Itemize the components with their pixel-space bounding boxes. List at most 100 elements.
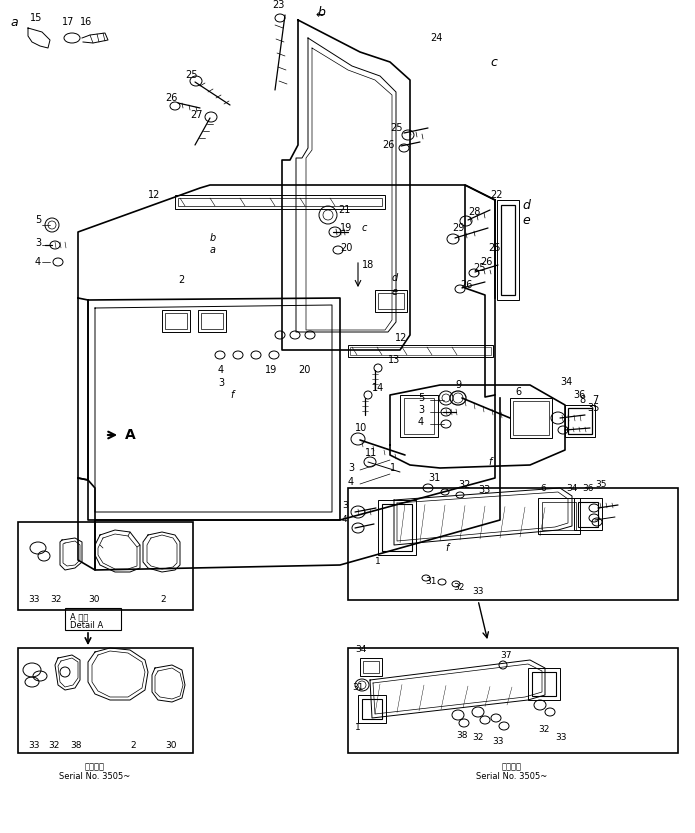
Text: 通用号標
Serial No. 3505~: 通用号標 Serial No. 3505~ (476, 762, 548, 781)
Text: 31: 31 (425, 577, 436, 586)
Bar (362, 699, 382, 719)
Text: 26: 26 (165, 93, 177, 103)
Text: 3: 3 (218, 378, 224, 388)
Text: f: f (445, 543, 448, 553)
Text: 2: 2 (160, 596, 165, 605)
Bar (348, 488, 678, 600)
Text: 6: 6 (540, 483, 546, 492)
Text: 4: 4 (418, 417, 424, 427)
Text: 34: 34 (355, 646, 366, 655)
Bar (378, 500, 416, 555)
Text: 27: 27 (190, 110, 202, 120)
Text: 23: 23 (272, 0, 284, 10)
Text: 30: 30 (88, 596, 99, 605)
Text: 33: 33 (478, 485, 490, 495)
Text: 16: 16 (80, 17, 92, 27)
Bar (162, 310, 190, 332)
Bar (165, 313, 187, 329)
Text: 19: 19 (265, 365, 277, 375)
Text: 3: 3 (418, 405, 424, 415)
Text: 26: 26 (382, 140, 394, 150)
Text: 25: 25 (488, 243, 500, 253)
Text: 15: 15 (30, 13, 42, 23)
Bar (348, 648, 678, 753)
Text: f: f (230, 390, 234, 400)
Text: 28: 28 (468, 207, 480, 217)
Text: 38: 38 (456, 731, 468, 740)
Bar (542, 502, 576, 530)
Bar (198, 310, 226, 332)
Bar (350, 347, 491, 355)
Text: A 詳図: A 詳図 (70, 612, 88, 621)
Text: 36: 36 (582, 483, 594, 492)
Text: 1: 1 (375, 557, 381, 566)
Bar (400, 395, 438, 437)
Text: 26: 26 (460, 280, 473, 290)
Text: f: f (488, 457, 491, 467)
Bar (568, 408, 592, 434)
Bar (363, 661, 379, 673)
Bar (65, 608, 121, 630)
Bar (358, 695, 386, 723)
Bar (497, 200, 519, 300)
Bar (404, 398, 434, 434)
Bar (18, 648, 193, 753)
Text: 32: 32 (538, 726, 549, 735)
Text: 11: 11 (365, 448, 377, 458)
Text: 8: 8 (579, 395, 585, 405)
Text: 25: 25 (473, 263, 486, 273)
Text: 33: 33 (28, 596, 40, 605)
Text: 1: 1 (390, 463, 396, 473)
Text: 32: 32 (453, 583, 464, 592)
Bar (178, 198, 382, 206)
Text: Detail A: Detail A (70, 621, 104, 631)
Text: 31: 31 (352, 684, 363, 692)
Text: 33: 33 (28, 741, 40, 750)
Text: 14: 14 (372, 383, 384, 393)
Text: c: c (490, 56, 497, 68)
Bar (378, 293, 404, 309)
Bar (513, 401, 549, 435)
Text: b: b (318, 6, 326, 18)
Text: 5: 5 (418, 393, 424, 403)
Text: 32: 32 (472, 734, 484, 742)
Text: 31: 31 (428, 473, 440, 483)
Text: 通用号標
Serial No. 3505~: 通用号標 Serial No. 3505~ (59, 762, 131, 781)
Text: d: d (522, 198, 530, 212)
Text: 36: 36 (573, 390, 585, 400)
Text: a: a (210, 245, 216, 255)
Text: 5: 5 (35, 215, 41, 225)
Text: 7: 7 (592, 395, 598, 405)
Text: 34: 34 (566, 483, 578, 492)
Text: d: d (392, 273, 398, 283)
Text: 33: 33 (472, 587, 484, 596)
Bar (510, 398, 552, 438)
Text: e: e (392, 287, 398, 297)
Text: 32: 32 (48, 741, 59, 750)
Bar (578, 502, 598, 527)
Text: 25: 25 (185, 70, 197, 80)
Text: 33: 33 (555, 734, 566, 742)
Text: 24: 24 (430, 33, 443, 43)
Bar (360, 658, 382, 676)
Text: c: c (362, 223, 368, 233)
Text: 35: 35 (595, 480, 607, 488)
Text: ←: ← (315, 10, 325, 20)
Bar (175, 195, 385, 209)
Bar (574, 498, 602, 530)
Text: 6: 6 (515, 387, 521, 397)
Bar (201, 313, 223, 329)
Text: 25: 25 (390, 123, 402, 133)
Text: b: b (210, 233, 216, 243)
Bar (382, 504, 412, 551)
Text: 33: 33 (492, 737, 503, 746)
Text: 34: 34 (560, 377, 572, 387)
Text: 32: 32 (50, 596, 61, 605)
Text: 12: 12 (395, 333, 407, 343)
Text: 4: 4 (35, 257, 41, 267)
Bar (501, 205, 515, 295)
Text: a: a (10, 16, 17, 28)
Text: e: e (522, 213, 530, 227)
Text: 32: 32 (458, 480, 471, 490)
Text: 29: 29 (452, 223, 464, 233)
